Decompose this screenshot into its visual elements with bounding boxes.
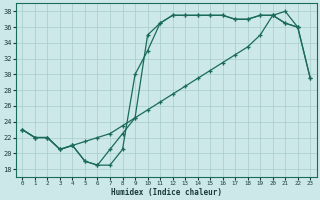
X-axis label: Humidex (Indice chaleur): Humidex (Indice chaleur) bbox=[111, 188, 222, 197]
